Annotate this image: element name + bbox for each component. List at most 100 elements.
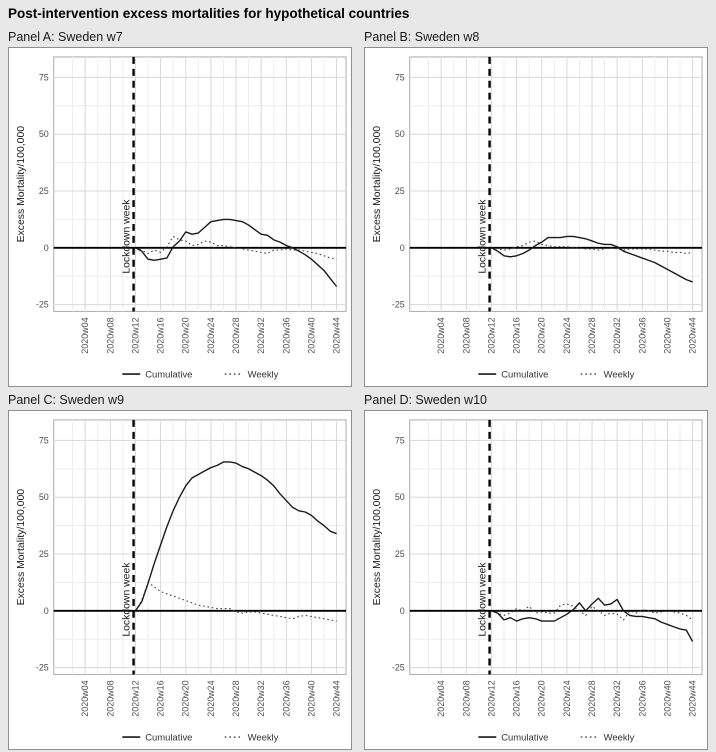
lockdown-label: Lockdown week [122,199,133,274]
panel-a: Panel A: Sweden w7 Lockdown week -25 0 25 50… [8,29,352,387]
svg-text:2020w12: 2020w12 [486,317,496,353]
panel-grid: Panel A: Sweden w7 Lockdown week -25 0 25 50… [8,29,708,750]
svg-text:2020w40: 2020w40 [662,680,672,716]
weekly-line [491,240,693,255]
panel-c: Panel C: Sweden w9 Lockdown week -25 0 25 50… [8,392,352,750]
svg-text:2020w16: 2020w16 [156,317,166,353]
svg-text:2020w04: 2020w04 [80,680,90,716]
svg-text:2020w24: 2020w24 [562,317,572,353]
legend: Cumulative Weekly [478,370,635,381]
svg-text:2020w36: 2020w36 [637,680,647,716]
svg-text:75: 75 [39,72,49,82]
svg-text:0: 0 [400,606,405,616]
svg-text:2020w16: 2020w16 [512,680,522,716]
svg-text:2020w44: 2020w44 [688,317,698,353]
svg-text:2020w12: 2020w12 [130,317,140,353]
svg-text:2020w44: 2020w44 [332,680,342,716]
svg-text:2020w44: 2020w44 [332,317,342,353]
svg-text:2020w32: 2020w32 [612,680,622,716]
svg-text:2020w36: 2020w36 [281,317,291,353]
panel-d-title: Panel D: Sweden w10 [364,393,487,407]
svg-text:75: 75 [395,435,405,445]
svg-text:2020w08: 2020w08 [105,317,115,353]
svg-text:Cumulative: Cumulative [501,370,548,381]
panel-b-chart-box: Lockdown week -25 0 25 50 75 2020w04 2020w08 202… [364,47,708,387]
y-axis-title: Excess Mortality/100,000 [16,126,27,243]
svg-text:0: 0 [44,243,49,253]
svg-text:2020w40: 2020w40 [306,680,316,716]
panel-b: Panel B: Sweden w8 Lockdown week -25 0 25 50… [364,29,708,387]
x-tick-labels: 2020w04 2020w08 2020w12 2020w16 2020w20 2020w… [436,317,697,353]
svg-text:2020w36: 2020w36 [637,317,647,353]
svg-text:2020w16: 2020w16 [156,680,166,716]
svg-text:2020w24: 2020w24 [206,680,216,716]
panel-b-title: Panel B: Sweden w8 [364,30,480,44]
svg-text:2020w32: 2020w32 [256,680,266,716]
svg-text:0: 0 [400,243,405,253]
svg-text:2020w20: 2020w20 [537,680,547,716]
lockdown-label: Lockdown week [478,199,489,274]
svg-text:2020w08: 2020w08 [461,680,471,716]
y-tick-labels: -25 0 25 50 75 [392,435,405,672]
panel-c-chart-box: Lockdown week -25 0 25 50 75 2020w04 2020w08 202… [8,410,352,750]
plot-area [53,419,347,675]
plot-area [409,419,703,675]
cumulative-line [491,235,693,283]
svg-text:Weekly: Weekly [604,733,635,744]
svg-text:-25: -25 [36,663,49,673]
panel-d: Panel D: Sweden w10 Lockdown week -25 0 25 5… [364,392,708,750]
y-tick-labels: -25 0 25 50 75 [36,72,49,309]
svg-text:2020w04: 2020w04 [436,680,446,716]
legend: Cumulative Weekly [122,733,279,744]
panel-a-chart-box: Lockdown week -25 0 25 50 75 2020w04 2020w08 202… [8,47,352,387]
svg-text:2020w40: 2020w40 [662,317,672,353]
svg-text:-25: -25 [392,663,405,673]
svg-text:-25: -25 [36,300,49,310]
lockdown-label: Lockdown week [122,562,133,637]
legend: Cumulative Weekly [122,370,279,381]
svg-text:2020w32: 2020w32 [612,317,622,353]
gridlines [53,419,347,675]
svg-text:50: 50 [39,129,49,139]
cumulative-line [491,597,694,642]
svg-text:Weekly: Weekly [248,370,279,381]
svg-text:2020w08: 2020w08 [461,317,471,353]
svg-text:Cumulative: Cumulative [145,370,192,381]
weekly-line [135,235,337,260]
svg-text:2020w12: 2020w12 [130,680,140,716]
y-tick-labels: -25 0 25 50 75 [36,435,49,672]
svg-text:2020w08: 2020w08 [105,680,115,716]
legend: Cumulative Weekly [478,733,635,744]
svg-text:2020w24: 2020w24 [206,317,216,353]
gridlines [53,56,347,312]
cumulative-line [134,461,337,612]
svg-text:50: 50 [395,129,405,139]
svg-text:2020w16: 2020w16 [512,317,522,353]
panel-d-chart-box: Lockdown week -25 0 25 50 75 2020w04 2020w08 202… [364,410,708,750]
svg-text:2020w28: 2020w28 [231,317,241,353]
svg-text:0: 0 [44,606,49,616]
plot-area [53,56,347,312]
svg-text:2020w40: 2020w40 [306,317,316,353]
x-tick-labels: 2020w04 2020w08 2020w12 2020w16 2020w20 2020w… [436,680,697,716]
svg-text:2020w32: 2020w32 [256,317,266,353]
svg-text:2020w24: 2020w24 [562,680,572,716]
y-axis-title: Excess Mortality/100,000 [372,126,383,243]
x-tick-labels: 2020w04 2020w08 2020w12 2020w16 2020w20 2020w… [80,680,341,716]
svg-text:2020w28: 2020w28 [587,680,597,716]
svg-text:2020w20: 2020w20 [181,317,191,353]
svg-text:2020w36: 2020w36 [281,680,291,716]
panel-c-title: Panel C: Sweden w9 [8,393,125,407]
panel-a-title: Panel A: Sweden w7 [8,30,123,44]
svg-text:25: 25 [395,549,405,559]
cumulative-line [135,218,338,287]
svg-text:2020w04: 2020w04 [436,317,446,353]
lockdown-label: Lockdown week [478,562,489,637]
svg-text:2020w44: 2020w44 [688,680,698,716]
svg-text:-25: -25 [392,300,405,310]
